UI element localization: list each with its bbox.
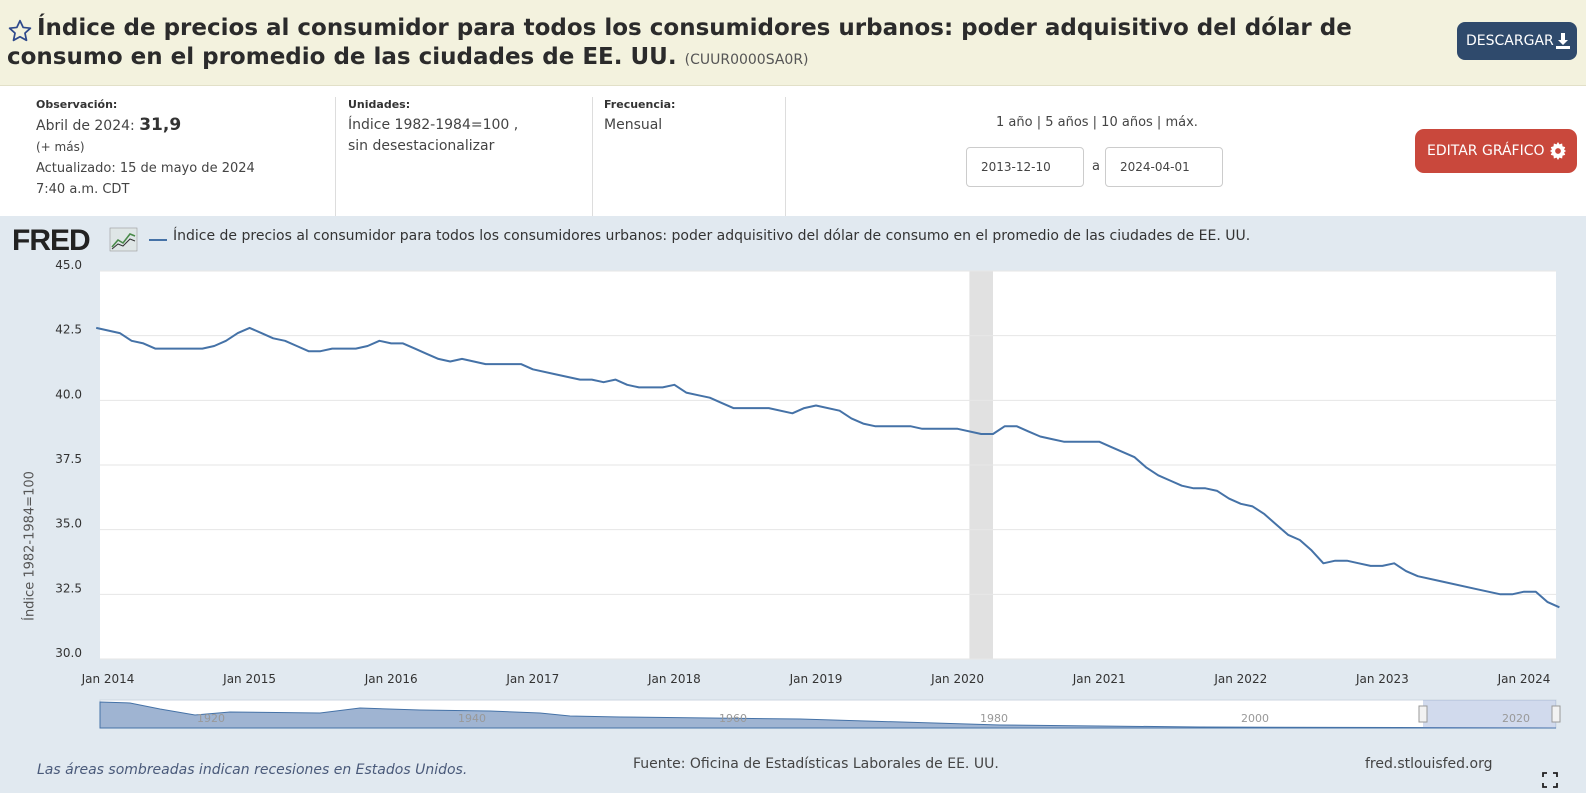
recession-note: Las áreas sombreadas indican recesiones … — [37, 762, 468, 778]
navigator-window — [1423, 700, 1556, 728]
x-tick-label: Jan 2019 — [789, 672, 843, 686]
frequency-value: Mensual — [604, 117, 663, 133]
navigator-handle — [1551, 705, 1561, 723]
frequency-column: Frecuencia: Mensual — [604, 98, 675, 136]
legend-swatch — [149, 239, 167, 241]
x-tick-label: Jan 2017 — [505, 672, 559, 686]
source-text: Fuente: Oficina de Estadísticas Laborale… — [633, 756, 999, 772]
navigator-handle — [1418, 705, 1428, 723]
chart-area: FRED Índice de precios al consumidor par… — [0, 216, 1586, 793]
page-title: Índice de precios al consumidor para tod… — [7, 14, 1427, 75]
observation-date: Abril de 2024: — [36, 118, 135, 134]
x-tick-label: Jan 2021 — [1072, 672, 1126, 686]
observation-label: Observación: — [36, 98, 118, 111]
y-tick-label: 45.0 — [55, 258, 82, 272]
series-line — [95, 326, 1560, 609]
divider — [785, 97, 786, 216]
download-icon — [1556, 33, 1570, 49]
y-tick-label: 32.5 — [55, 581, 82, 595]
more-link[interactable]: (+ más) — [36, 140, 85, 154]
divider — [592, 97, 593, 216]
edit-graph-button[interactable]: EDITAR GRÁFICO — [1415, 129, 1577, 173]
date-separator: a — [1092, 159, 1100, 174]
x-tick-label: Jan 2016 — [364, 672, 418, 686]
navigator-label: 1920 — [197, 712, 225, 725]
y-tick-label: 35.0 — [55, 517, 82, 531]
navigator-label: 2020 — [1502, 712, 1530, 725]
frequency-label: Frecuencia: — [604, 98, 676, 111]
y-tick-label: 37.5 — [55, 452, 82, 466]
download-button[interactable]: DESCARGAR — [1457, 22, 1577, 60]
y-tick-label: 40.0 — [55, 387, 82, 401]
x-tick-label: Jan 2024 — [1497, 672, 1551, 686]
series-id: (CUUR0000SA0R) — [684, 52, 809, 68]
x-tick-label: Jan 2015 — [222, 672, 276, 686]
observation-column: Observación: Abril de 2024: 31,9 (+ más)… — [36, 98, 255, 200]
star-icon[interactable] — [7, 18, 33, 44]
units-line-1: Índice 1982-1984=100 , — [348, 117, 519, 133]
navigator-label: 2000 — [1241, 712, 1269, 725]
navigator-label: 1940 — [458, 712, 486, 725]
site-link[interactable]: fred.stlouisfed.org — [1365, 756, 1493, 772]
fullscreen-icon[interactable] — [1542, 772, 1558, 788]
series-header: Índice de precios al consumidor para tod… — [0, 0, 1586, 86]
line-chart[interactable]: 45.0 42.5 40.0 37.5 35.0 32.5 30.0 Jan 2014 Jan … — [0, 216, 1586, 793]
divider — [335, 97, 336, 216]
date-to-input[interactable]: 2024-04-01 — [1105, 147, 1223, 187]
units-column: Unidades: Índice 1982-1984=100 , sin des… — [348, 98, 518, 157]
units-line-2: sin desestacionalizar — [348, 138, 495, 154]
units-label: Unidades: — [348, 98, 411, 111]
y-tick-label: 30.0 — [55, 646, 82, 660]
fred-logo: FRED — [12, 224, 138, 254]
navigator-series — [99, 701, 1557, 729]
x-tick-label: Jan 2020 — [930, 672, 984, 686]
date-from-input[interactable]: 2013-12-10 — [966, 147, 1084, 187]
navigator-label: 1960 — [719, 712, 747, 725]
y-tick-label: 42.5 — [55, 323, 82, 337]
title-text: Índice de precios al consumidor para tod… — [7, 15, 1352, 70]
legend-label: Índice de precios al consumidor para tod… — [173, 228, 1251, 244]
x-tick-label: Jan 2022 — [1213, 672, 1267, 686]
x-tick-label: Jan 2018 — [647, 672, 701, 686]
gear-icon — [1549, 142, 1567, 160]
updated-time: 7:40 a.m. CDT — [36, 182, 130, 197]
x-tick-label: Jan 2014 — [81, 672, 135, 686]
svg-text:FRED: FRED — [12, 224, 90, 254]
observation-value: 31,9 — [139, 115, 182, 135]
observation-value-line: Abril de 2024: 31,9 — [36, 115, 255, 137]
series-info: Observación: Abril de 2024: 31,9 (+ más)… — [0, 87, 1586, 216]
navigator-label: 1980 — [980, 712, 1008, 725]
x-tick-label: Jan 2023 — [1355, 672, 1409, 686]
updated-text: Actualizado: 15 de mayo de 2024 — [36, 161, 255, 176]
edit-graph-label: EDITAR GRÁFICO — [1427, 143, 1545, 159]
download-label: DESCARGAR — [1466, 33, 1554, 49]
range-selector[interactable]: 1 año | 5 años | 10 años | máx. — [996, 115, 1198, 130]
